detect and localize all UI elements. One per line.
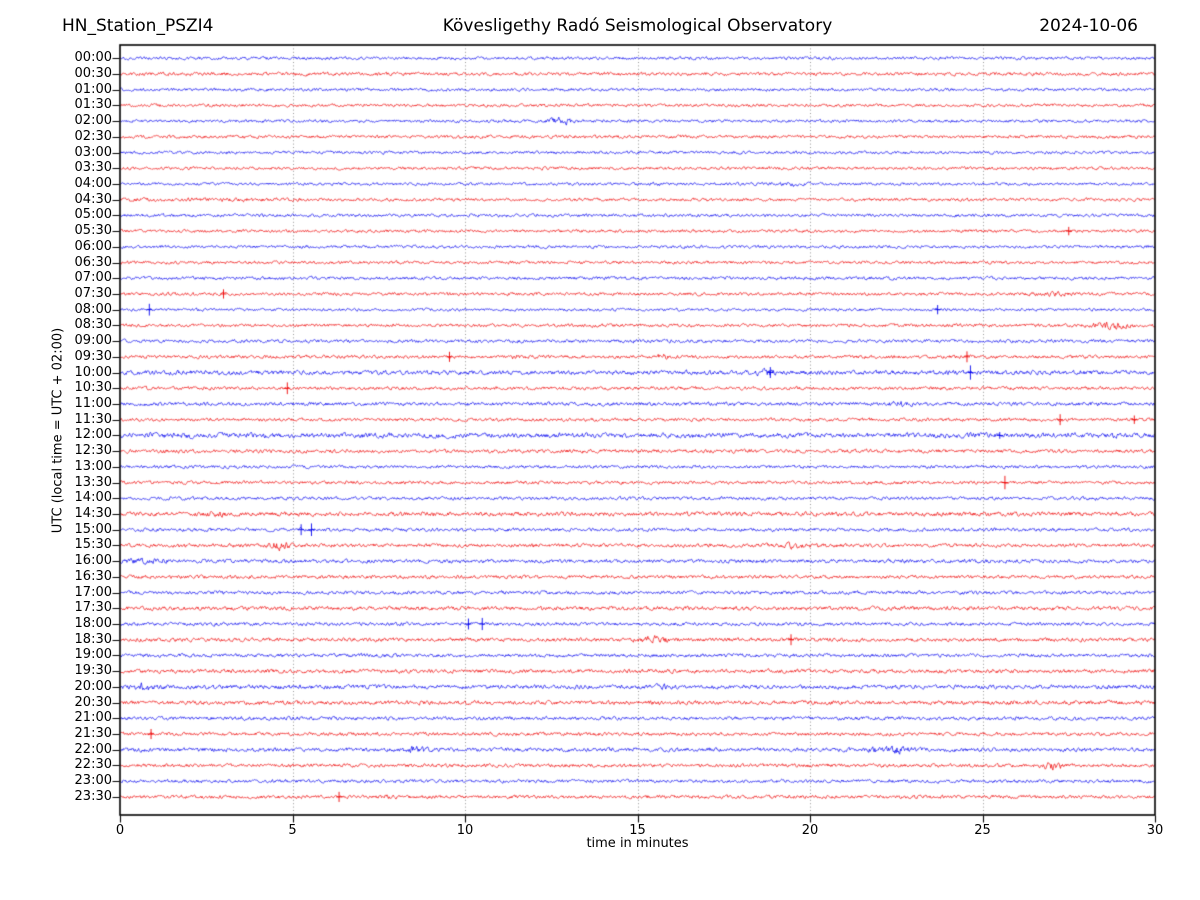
- x-tick-label: 20: [801, 823, 819, 838]
- y-tick-label: 08:30: [74, 317, 112, 333]
- x-tick-label: 15: [629, 823, 646, 838]
- y-tick-label: 10:00: [74, 364, 112, 380]
- y-tick-label: 23:00: [74, 773, 112, 789]
- y-tick-label: 05:30: [74, 223, 112, 239]
- y-tick-label: 04:30: [74, 191, 112, 207]
- y-tick-label: 07:30: [74, 285, 112, 301]
- x-tick-label: 25: [974, 823, 991, 838]
- y-tick-label: 08:00: [74, 301, 112, 317]
- y-tick-label: 14:00: [74, 490, 112, 506]
- y-tick-label: 21:00: [74, 710, 112, 726]
- y-tick-label: 05:00: [74, 207, 112, 223]
- y-tick-label: 09:30: [74, 348, 112, 364]
- y-tick-label: 12:00: [74, 427, 112, 443]
- y-tick-label: 03:30: [74, 160, 112, 176]
- y-tick-label: 15:00: [74, 521, 112, 537]
- y-tick-label: 20:00: [74, 678, 112, 694]
- y-tick-label: 13:30: [74, 474, 112, 490]
- x-tick-label: 10: [456, 823, 474, 838]
- y-tick-label: 06:00: [74, 238, 112, 254]
- y-tick-label: 22:00: [74, 741, 112, 757]
- x-tick-label: 5: [288, 823, 297, 838]
- y-tick-label: 01:00: [74, 81, 112, 97]
- y-tick-label: 14:30: [74, 505, 112, 521]
- y-axis-label: UTC (local time = UTC + 02:00): [50, 327, 66, 534]
- y-tick-label: 04:00: [74, 175, 112, 191]
- y-tick-label: 11:30: [74, 411, 112, 427]
- x-tick-label: 0: [115, 823, 125, 838]
- y-tick-label: 23:30: [74, 788, 112, 804]
- y-tick-label: 10:30: [74, 380, 112, 396]
- y-tick-label: 13:00: [74, 458, 112, 474]
- y-tick-label: 19:00: [74, 647, 112, 663]
- y-tick-label: 02:30: [74, 128, 112, 144]
- y-tick-label: 02:00: [74, 113, 112, 129]
- y-tick-label: 18:00: [74, 616, 112, 631]
- y-tick-label: 06:30: [74, 254, 112, 270]
- y-tick-label: 09:00: [74, 333, 112, 349]
- x-tick-label: 30: [1146, 823, 1164, 838]
- y-tick-label: 11:00: [74, 395, 112, 411]
- y-tick-label: 19:30: [74, 663, 112, 679]
- y-tick-label: 16:00: [74, 553, 112, 569]
- x-axis-label: time in minutes: [586, 836, 689, 851]
- y-tick-label: 16:30: [74, 568, 112, 584]
- y-tick-label: 01:30: [74, 97, 112, 113]
- y-tick-label: 17:00: [74, 584, 112, 600]
- y-tick-label: 21:30: [74, 726, 112, 742]
- y-tick-label: 22:30: [74, 757, 112, 773]
- y-tick-label: 03:00: [74, 144, 112, 160]
- y-tick-label: 18:30: [74, 631, 112, 647]
- y-tick-label: 15:30: [74, 537, 112, 553]
- y-tick-label: 20:30: [74, 694, 112, 710]
- y-tick-label: 00:30: [74, 65, 112, 81]
- y-tick-label: 00:00: [74, 50, 112, 66]
- y-tick-label: 17:30: [74, 600, 112, 616]
- y-tick-label: 07:00: [74, 270, 112, 286]
- y-tick-label: 12:30: [74, 443, 112, 459]
